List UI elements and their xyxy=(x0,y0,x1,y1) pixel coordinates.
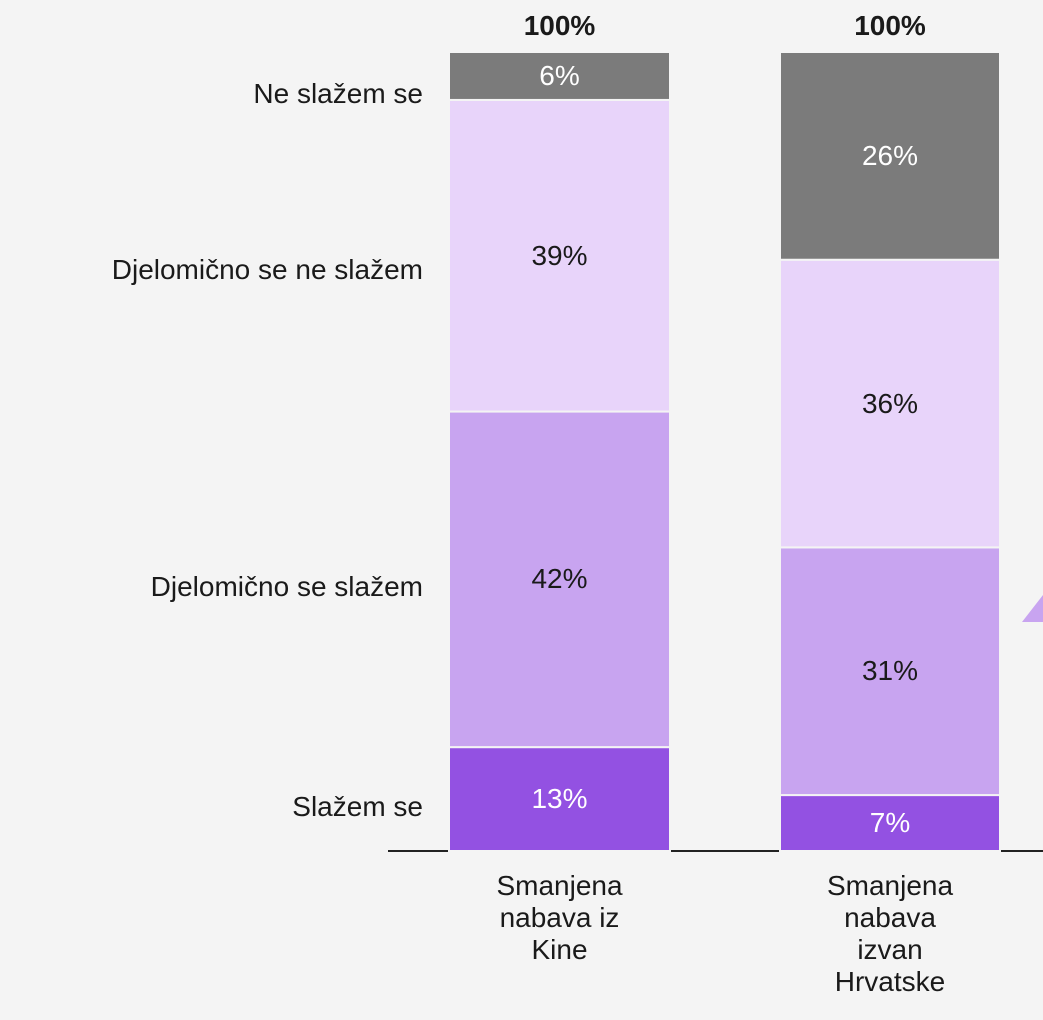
legend-label: Ne slažem se xyxy=(253,77,423,109)
data-label: 13% xyxy=(531,783,588,815)
data-label: 36% xyxy=(861,387,919,419)
x-tick-label: Smanjena nabava iz Kine xyxy=(496,870,623,965)
data-label: 42% xyxy=(531,563,588,595)
legend-label: Djelomično se slažem xyxy=(150,571,423,603)
data-label: 26% xyxy=(861,139,919,171)
bar-segment xyxy=(448,98,671,413)
total-label: 100% xyxy=(854,10,926,41)
data-label: 7% xyxy=(869,807,911,839)
bar-segment xyxy=(779,546,1001,797)
bar-segment xyxy=(448,51,671,101)
legend-label: Djelomično se ne slažem xyxy=(111,253,423,285)
bar-segment xyxy=(448,746,671,853)
data-label: 6% xyxy=(539,59,580,91)
bar-segment xyxy=(779,51,1001,261)
data-label: 31% xyxy=(861,655,919,687)
bar-segment xyxy=(779,794,1001,853)
data-label: 39% xyxy=(531,239,588,271)
bar-segment xyxy=(779,258,1001,549)
total-label: 100% xyxy=(523,10,596,41)
decoration xyxy=(1022,595,1043,622)
legend-label: Slažem se xyxy=(292,791,423,823)
bar-segment xyxy=(448,410,671,749)
x-tick-label: Smanjena nabava izvan Hrvatske xyxy=(826,870,954,997)
